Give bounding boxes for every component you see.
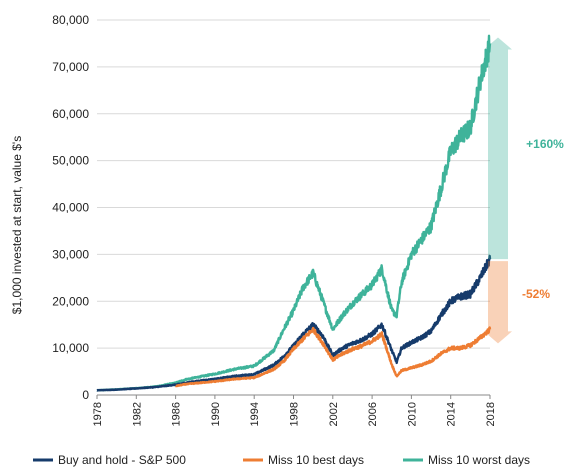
series-line [96, 254, 492, 392]
x-axis: 1978 1982 1986 1990 1994 1998 2002 2006 2010 2014… [92, 394, 497, 426]
change-arrows [484, 37, 512, 344]
y-tick-label: 60,000 [52, 107, 89, 121]
y-axis-tick-labels: 0 10,000 20,000 30,000 40,000 50,000 60,000 70,… [52, 13, 89, 402]
y-tick-label: 80,000 [52, 13, 89, 27]
series-lines [96, 34, 492, 392]
y-tick-label: 20,000 [52, 294, 89, 308]
x-tick-label: 1998 [289, 402, 301, 426]
x-tick-label: 1982 [131, 402, 143, 426]
x-tick-label: 2006 [367, 402, 379, 426]
x-tick-label: 2010 [406, 402, 418, 426]
legend-label-miss-best: Miss 10 best days [268, 453, 364, 467]
legend-label-miss-worst: Miss 10 worst days [428, 453, 530, 467]
annotation-up-label: +160% [526, 137, 564, 151]
x-tick-label: 1990 [210, 402, 222, 426]
legend-item: Miss 10 best days [243, 453, 364, 467]
series-line [174, 326, 492, 388]
y-tick-label: 40,000 [52, 201, 89, 215]
y-tick-label: 70,000 [52, 60, 89, 74]
legend: Buy and hold - S&P 500 Miss 10 best days… [33, 453, 530, 467]
series-line [96, 34, 492, 392]
legend-item: Miss 10 worst days [403, 453, 530, 467]
annotation-down-label: -52% [522, 287, 550, 301]
x-tick-label: 2018 [485, 402, 497, 426]
down-arrow [484, 261, 512, 344]
y-tick-label: 10,000 [52, 341, 89, 355]
up-arrow [484, 37, 512, 260]
x-tick-label: 1986 [171, 402, 183, 426]
y-tick-label: 0 [82, 388, 89, 402]
y-axis-label: $1,000 invested at start, value $'s [10, 136, 24, 314]
legend-label-buy-and-hold: Buy and hold - S&P 500 [58, 453, 186, 467]
x-tick-label: 1994 [249, 402, 261, 426]
y-tick-label: 30,000 [52, 247, 89, 261]
legend-item: Buy and hold - S&P 500 [33, 453, 186, 467]
x-tick-label: 2014 [446, 402, 458, 426]
y-tick-label: 50,000 [52, 154, 89, 168]
x-tick-label: 1978 [92, 402, 104, 426]
gridlines [97, 19, 490, 349]
x-tick-label: 2002 [328, 402, 340, 426]
